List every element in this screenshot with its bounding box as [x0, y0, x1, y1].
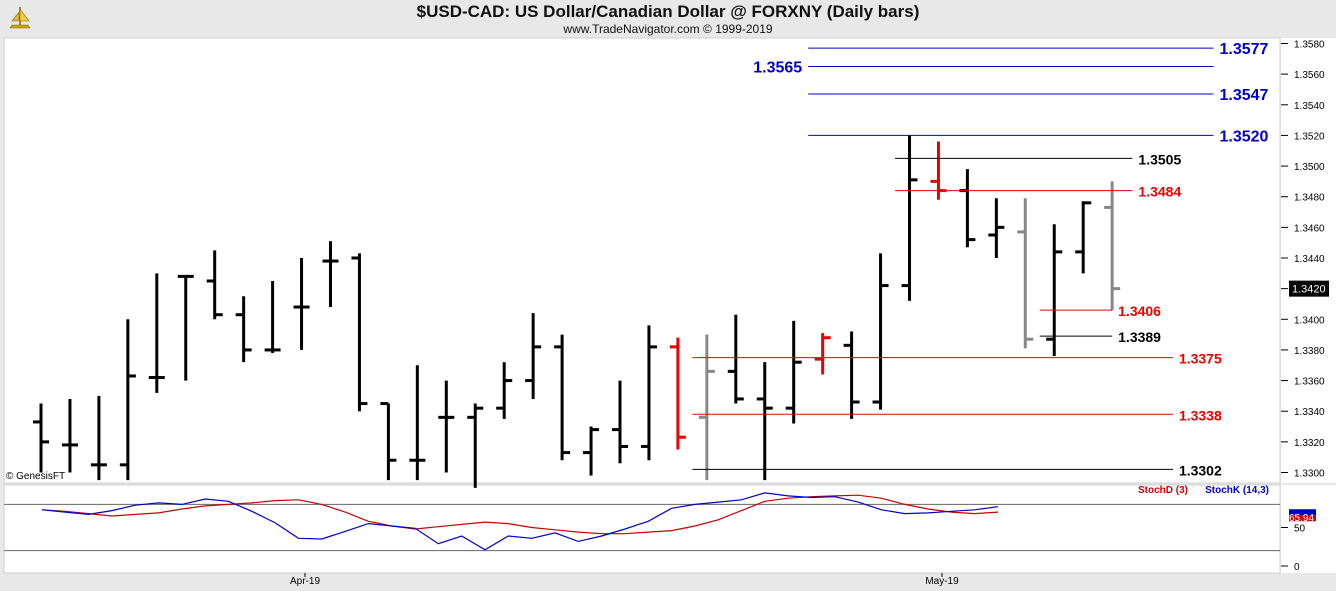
price-axis-tick-label: 1.3580	[1294, 40, 1325, 51]
ohlc-bar	[843, 331, 860, 419]
last-price-box	[1289, 280, 1329, 297]
ohlc-bar	[1075, 201, 1092, 274]
price-axis-tick-label: 1.3440	[1294, 254, 1325, 265]
price-level-label: 1.3302	[1179, 462, 1222, 478]
price-level-label: 1.3375	[1179, 351, 1222, 367]
osc-axis-tick-label: 0	[1294, 562, 1300, 573]
ohlc-bar	[351, 253, 368, 412]
date-axis: Apr-19 May-19	[290, 573, 959, 587]
ohlc-bar	[698, 334, 715, 481]
price-axis-tick-label: 1.3540	[1294, 101, 1325, 112]
price-level-lines: 1.3577 1.3565 1.3547 1.3520 1.3505 1.3484 1.34…	[692, 41, 1269, 478]
ohlc-bar	[293, 258, 310, 350]
stochastic-oscillator: StochD (3) StochK (14,3) 50 0 65.94	[4, 485, 1316, 573]
oscillator-axis-panel	[1281, 485, 1336, 573]
ohlc-bar	[496, 362, 513, 419]
ohlc-bar	[467, 403, 484, 488]
ohlc-bar	[640, 325, 657, 461]
ohlc-bar	[872, 253, 889, 410]
price-level-label: 1.3338	[1179, 407, 1222, 423]
ohlc-bar	[61, 398, 78, 473]
ohlc-bar	[177, 274, 194, 381]
price-level-label: 1.3547	[1219, 87, 1268, 104]
price-axis: 1.3300 1.3320 1.3340 1.3360 1.3380 1.3400 1.34…	[1281, 40, 1329, 480]
date-axis-label: Apr-19	[290, 576, 320, 587]
ohlc-bar	[438, 380, 455, 473]
price-axis-panel	[1281, 38, 1336, 483]
ohlc-bar	[988, 198, 1005, 258]
stoch-d-line	[41, 494, 999, 535]
price-axis-tick-label: 1.3300	[1294, 469, 1325, 480]
ohlc-bar	[322, 241, 339, 308]
ohlc-bar	[148, 273, 165, 393]
genesis-watermark: © GenesisFT	[6, 471, 65, 482]
copyright-text: www.TradeNavigator.com © 1999-2019	[563, 22, 773, 36]
price-axis-tick-label: 1.3340	[1294, 407, 1325, 418]
last-price-label: 1.3420	[1292, 284, 1326, 296]
ohlc-bar	[554, 334, 571, 461]
ohlc-bar	[235, 296, 252, 363]
price-level-label: 1.3484	[1138, 184, 1181, 200]
ohlc-bar	[1046, 224, 1063, 357]
ohlc-bar	[264, 280, 281, 353]
price-axis-tick-label: 1.3500	[1294, 162, 1325, 173]
oscillator-panel	[3, 484, 1281, 574]
price-axis-tick-label: 1.3560	[1294, 70, 1325, 81]
stoch-k-last-box	[1289, 509, 1316, 516]
ohlc-bar	[669, 337, 686, 450]
ohlc-bar	[409, 365, 426, 481]
ohlc-bar	[1017, 198, 1034, 349]
price-axis-tick-label: 1.3360	[1294, 377, 1325, 388]
chart-title: $USD-CAD: US Dollar/Canadian Dollar @ FO…	[416, 2, 920, 21]
ohlc-bar	[380, 402, 397, 481]
ohlc-bar	[785, 320, 802, 424]
ohlc-bar	[901, 135, 918, 301]
price-axis-tick-label: 1.3460	[1294, 223, 1325, 234]
ohlc-bars	[33, 135, 1121, 488]
ohlc-bar	[33, 403, 49, 473]
trade-navigator-logo-icon	[9, 7, 31, 29]
stoch-d-last-box	[1289, 515, 1316, 522]
price-level-label: 1.3505	[1138, 151, 1181, 167]
ohlc-bar	[756, 362, 773, 481]
osc-axis-tick-label: 50	[1294, 524, 1306, 535]
ohlc-bar	[90, 395, 107, 481]
price-level-label: 1.3565	[753, 59, 802, 76]
price-axis-tick-label: 1.3400	[1294, 315, 1325, 326]
stoch-k-legend: StochK (14,3)	[1205, 485, 1269, 496]
ohlc-bar	[525, 313, 542, 399]
ohlc-bar	[206, 250, 223, 320]
price-axis-tick-label: 1.3480	[1294, 193, 1325, 204]
ohlc-bar	[612, 380, 628, 464]
ohlc-bar	[583, 426, 600, 476]
price-axis-tick-label: 1.3380	[1294, 346, 1325, 357]
price-axis-tick-label: 1.3520	[1294, 131, 1325, 142]
ohlc-bar	[119, 319, 136, 481]
stoch-d-legend: StochD (3)	[1138, 485, 1188, 496]
ohlc-bar	[727, 314, 744, 404]
price-level-label: 1.3577	[1219, 41, 1268, 58]
osc-last-value-label: 65.94	[1289, 513, 1314, 524]
ohlc-bar	[814, 333, 831, 375]
ohlc-bar	[1104, 181, 1121, 311]
date-axis-label: May-19	[925, 576, 959, 587]
price-level-label: 1.3389	[1118, 329, 1161, 345]
price-panel	[3, 37, 1281, 484]
price-level-label: 1.3406	[1118, 303, 1161, 319]
stoch-k-line	[41, 492, 999, 551]
price-axis-tick-label: 1.3320	[1294, 438, 1325, 449]
price-level-label: 1.3520	[1219, 128, 1268, 145]
